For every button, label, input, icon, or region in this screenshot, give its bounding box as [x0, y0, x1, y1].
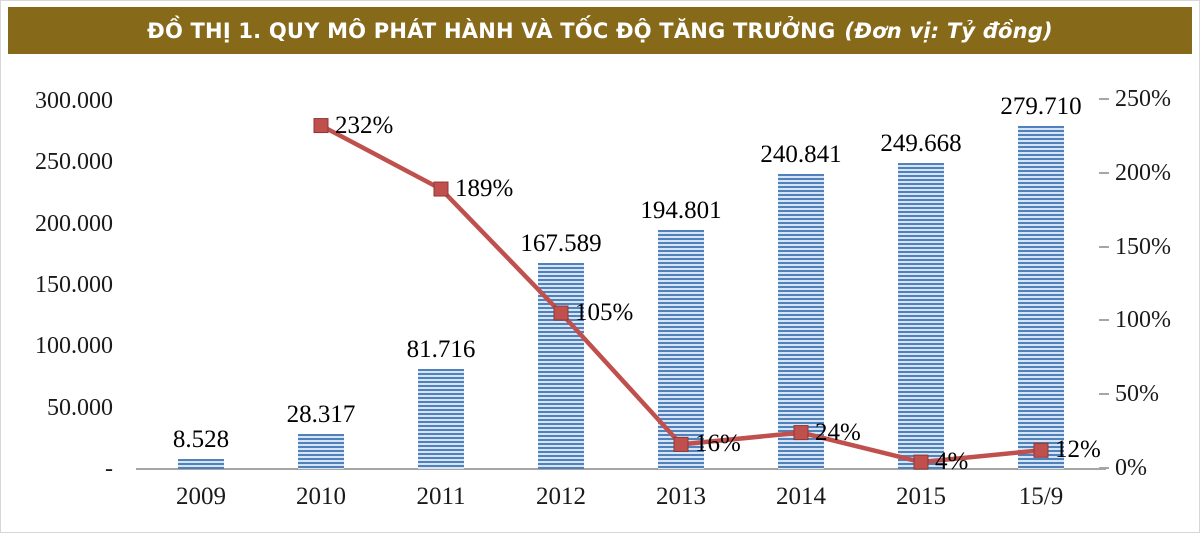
- y-axis-left-tick: -: [105, 456, 113, 482]
- bar-2015: [898, 162, 944, 469]
- y-axis-right-tick: 100%: [1115, 307, 1171, 334]
- line-value-label: 105%: [575, 299, 634, 327]
- y-axis-right-tick-mark: [1099, 98, 1109, 100]
- bar-value-label: 194.801: [640, 197, 722, 225]
- y-axis-right-tick-mark: [1099, 319, 1109, 322]
- line-marker: [433, 181, 449, 197]
- y-axis-right-tick: 150%: [1115, 233, 1171, 260]
- x-axis-label: 2014: [776, 483, 826, 510]
- y-axis-left-tick: 200.000: [35, 210, 113, 237]
- y-axis-left-tick: 50.000: [47, 394, 113, 421]
- line-value-label: 232%: [335, 111, 394, 139]
- line-marker: [913, 454, 929, 470]
- y-axis-left-tick: 150.000: [35, 272, 113, 298]
- bar-value-label: 81.716: [406, 335, 476, 363]
- y-axis-right-tick: 200%: [1115, 159, 1171, 186]
- line-marker: [793, 425, 809, 441]
- bar-2009: [178, 458, 224, 469]
- line-value-label: 24%: [815, 418, 861, 446]
- chart-title: ĐỒ THỊ 1. QUY MÔ PHÁT HÀNH VÀ TỐC ĐỘ TĂN…: [147, 18, 836, 43]
- y-axis-right-tick-mark: [1099, 171, 1109, 174]
- bar-2014: [778, 173, 824, 469]
- bar-value-label: 8.528: [172, 425, 230, 453]
- y-axis-right-tick: 0%: [1115, 455, 1147, 481]
- x-axis-label: 2015: [896, 483, 946, 510]
- y-axis-left-tick: 100.000: [35, 333, 113, 360]
- y-axis-right-tick: 50%: [1115, 381, 1159, 408]
- line-value-label: 4%: [935, 448, 969, 476]
- chart-subtitle: (Đơn vị: Tỷ đồng): [844, 18, 1053, 43]
- chart-title-bar: ĐỒ THỊ 1. QUY MÔ PHÁT HÀNH VÀ TỐC ĐỘ TĂN…: [8, 7, 1192, 54]
- bar-value-label: 240.841: [760, 140, 842, 168]
- bar-2011: [418, 368, 464, 469]
- line-marker: [1033, 442, 1049, 458]
- line-marker: [553, 305, 569, 321]
- bar-value-label: 28.317: [286, 401, 356, 429]
- x-axis-label: 2010: [296, 483, 346, 510]
- y-axis-right-tick-mark: [1099, 245, 1109, 248]
- line-marker: [313, 118, 329, 134]
- bar-value-label: 279.710: [1000, 92, 1082, 120]
- y-axis-right-tick: 250%: [1115, 86, 1171, 112]
- y-axis-left-tick: 250.000: [35, 149, 113, 176]
- x-axis-label: 15/9: [1018, 483, 1064, 510]
- x-axis-label: 2013: [656, 483, 706, 510]
- x-axis-label: 2011: [416, 483, 466, 510]
- y-axis-right-tick-mark: [1099, 393, 1109, 396]
- line-value-label: 189%: [455, 175, 514, 203]
- x-axis-label: 2009: [176, 483, 226, 510]
- bar-value-label: 249.668: [880, 129, 962, 157]
- growth-line: [319, 123, 1042, 465]
- x-axis-line: [136, 468, 1106, 470]
- x-axis-label: 2012: [536, 483, 586, 510]
- bar-value-label: 167.589: [520, 230, 602, 258]
- line-marker: [673, 436, 689, 452]
- bar-2010: [298, 434, 344, 469]
- bar-15/9: [1018, 125, 1064, 469]
- y-axis-left-tick: 300.000: [35, 88, 113, 114]
- line-value-label: 12%: [1055, 436, 1101, 464]
- line-value-label: 16%: [695, 430, 741, 458]
